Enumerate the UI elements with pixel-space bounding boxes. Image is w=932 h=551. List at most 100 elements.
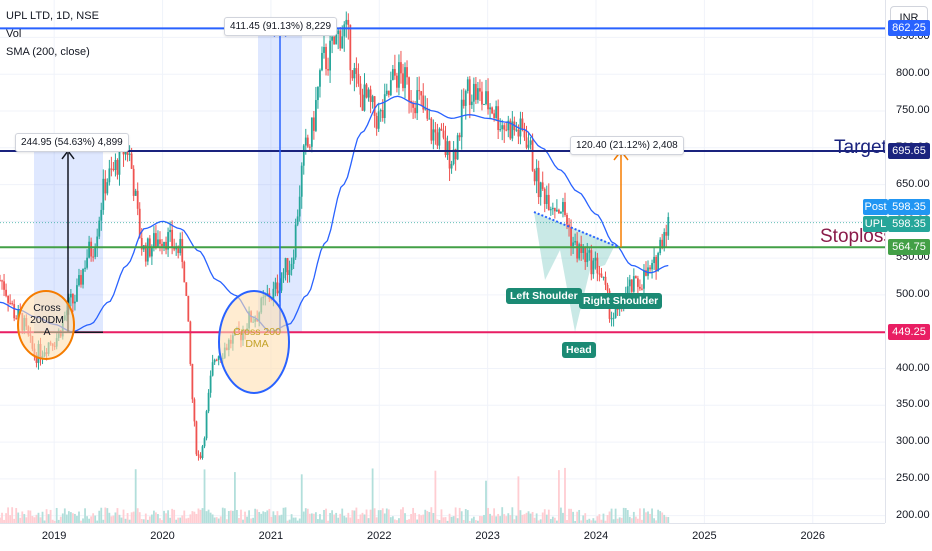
candle-body — [1, 280, 3, 282]
volume-bar — [128, 519, 131, 523]
candle-body — [661, 239, 664, 248]
candle-body — [357, 73, 360, 84]
volume-bar — [63, 508, 66, 523]
volume-bar — [553, 517, 556, 523]
candle-body — [189, 321, 192, 364]
candle-body — [418, 90, 421, 92]
sma-line — [0, 95, 669, 333]
candle-body — [74, 301, 76, 304]
volume-bar — [663, 514, 666, 523]
price-tick-label: 400.00 — [896, 361, 930, 374]
volume-bar — [657, 509, 660, 523]
time-axis[interactable]: 2019 2020 2021 2022 2023 2024 2025 2026 — [0, 523, 885, 551]
volume-bar — [479, 515, 481, 523]
candle-body — [284, 258, 287, 273]
volume-bar — [260, 513, 263, 523]
volume-bar — [436, 519, 439, 523]
volume-bar — [1, 512, 3, 523]
candle-body — [286, 258, 289, 275]
volume-bar — [114, 512, 117, 523]
support-price-badge: 449.25 — [888, 324, 930, 341]
volume-bar — [353, 510, 356, 523]
candle-body — [547, 194, 550, 211]
volume-bar — [292, 517, 295, 523]
volume-bar — [165, 513, 167, 523]
volume-bar — [383, 513, 386, 523]
volume-bar — [598, 514, 601, 523]
candle-body — [90, 241, 93, 257]
price-tick-label: 750.00 — [896, 104, 930, 116]
volume-bar — [618, 517, 621, 523]
chart-plot-area[interactable]: UPL LTD, 1D, NSE Vol SMA (200, close) 41… — [0, 0, 885, 523]
volume-bar — [634, 516, 637, 523]
volume-bar — [398, 518, 400, 523]
candle-body — [582, 247, 585, 253]
candle-body — [381, 110, 384, 118]
volume-bar — [325, 508, 327, 523]
volume-bar — [161, 520, 163, 523]
volume-bar — [7, 507, 10, 523]
candle-body — [472, 83, 475, 102]
candle-body — [177, 246, 180, 254]
candle-body — [167, 232, 169, 250]
candle-body — [377, 111, 380, 129]
volume-bar — [3, 519, 5, 523]
volume-bar — [568, 508, 570, 523]
volume-bar — [541, 512, 544, 523]
candle-body — [474, 83, 477, 100]
candle-body — [327, 69, 329, 71]
volume-bar — [509, 515, 512, 523]
volume-bar — [612, 519, 615, 523]
candle-body — [150, 247, 153, 257]
volume-bar — [582, 515, 585, 523]
candle-body — [35, 354, 38, 363]
volume-bar — [102, 519, 105, 523]
volume-bar — [69, 512, 72, 523]
time-tick-label: 2025 — [692, 530, 717, 542]
candle-body — [69, 293, 72, 298]
volume-bar — [349, 517, 352, 523]
volume-bar — [653, 518, 655, 523]
volume-bar — [649, 513, 651, 523]
volume-bar — [78, 511, 80, 523]
volume-bar — [65, 514, 68, 523]
symbol-title: UPL LTD, 1D, NSE — [6, 10, 99, 22]
candle-body — [86, 257, 88, 268]
volume-bar — [31, 515, 34, 523]
candle-body — [5, 289, 7, 296]
volume-bar — [424, 509, 427, 523]
volume-bar — [626, 510, 629, 523]
volume-bar — [225, 519, 228, 523]
volume-bar — [420, 515, 423, 523]
candle-body — [424, 108, 427, 110]
candle-body — [452, 149, 455, 164]
volume-bar — [280, 514, 283, 523]
head-label: Head — [562, 342, 596, 358]
candle-body — [17, 309, 20, 319]
volume-bar — [290, 514, 293, 523]
volume-bar — [454, 507, 457, 523]
volume-bar — [533, 517, 536, 523]
candle-body — [590, 250, 593, 275]
volume-bar — [219, 516, 222, 523]
volume-bar — [659, 511, 662, 523]
price-chart[interactable] — [0, 0, 885, 523]
volume-bar — [620, 517, 623, 523]
candle-body — [586, 252, 589, 263]
volume-bar — [422, 514, 425, 523]
candle-body — [396, 75, 398, 88]
candle-body — [331, 36, 334, 41]
candle-body — [632, 276, 635, 292]
price-axis[interactable]: 850.00800.00750.00700.00650.00600.00550.… — [885, 0, 932, 523]
candle-body — [440, 128, 443, 131]
candle-body — [92, 256, 95, 258]
volume-bar — [645, 512, 647, 523]
candle-body — [367, 89, 370, 98]
volume-bar — [511, 507, 514, 523]
right-shoulder-label: Right Shoulder — [579, 293, 663, 309]
volume-bar — [72, 513, 74, 523]
candle-body — [80, 275, 82, 285]
candle-body — [296, 216, 299, 225]
volume-bar — [195, 513, 198, 523]
volume-bar — [327, 520, 329, 523]
